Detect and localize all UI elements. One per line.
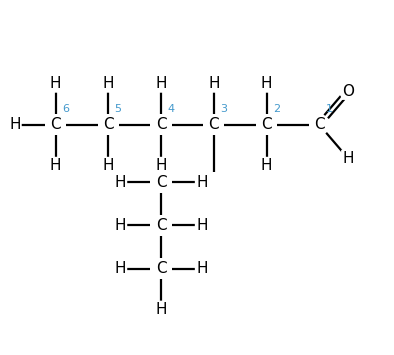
Text: H: H bbox=[155, 76, 167, 92]
Text: H: H bbox=[155, 302, 167, 317]
Text: H: H bbox=[115, 261, 126, 276]
Text: H: H bbox=[50, 158, 61, 173]
Text: H: H bbox=[115, 218, 126, 233]
Text: H: H bbox=[208, 76, 219, 92]
Text: C: C bbox=[261, 117, 272, 132]
Text: H: H bbox=[155, 158, 167, 173]
Text: C: C bbox=[156, 261, 166, 276]
Text: H: H bbox=[196, 218, 208, 233]
Text: H: H bbox=[102, 158, 114, 173]
Text: H: H bbox=[261, 76, 272, 92]
Text: H: H bbox=[196, 175, 208, 190]
Text: C: C bbox=[156, 218, 166, 233]
Text: H: H bbox=[342, 151, 354, 166]
Text: H: H bbox=[115, 175, 126, 190]
Text: C: C bbox=[50, 117, 61, 132]
Text: 1: 1 bbox=[325, 104, 333, 114]
Text: C: C bbox=[208, 117, 219, 132]
Text: 3: 3 bbox=[220, 104, 227, 114]
Text: H: H bbox=[50, 76, 61, 92]
Text: C: C bbox=[156, 175, 166, 190]
Text: H: H bbox=[9, 117, 20, 132]
Text: 4: 4 bbox=[167, 104, 175, 114]
Text: H: H bbox=[261, 158, 272, 173]
Text: H: H bbox=[196, 261, 208, 276]
Text: 2: 2 bbox=[273, 104, 280, 114]
Text: O: O bbox=[342, 84, 354, 99]
Text: 5: 5 bbox=[115, 104, 121, 114]
Text: C: C bbox=[314, 117, 325, 132]
Text: C: C bbox=[103, 117, 113, 132]
Text: 6: 6 bbox=[62, 104, 69, 114]
Text: H: H bbox=[102, 76, 114, 92]
Text: C: C bbox=[156, 117, 166, 132]
